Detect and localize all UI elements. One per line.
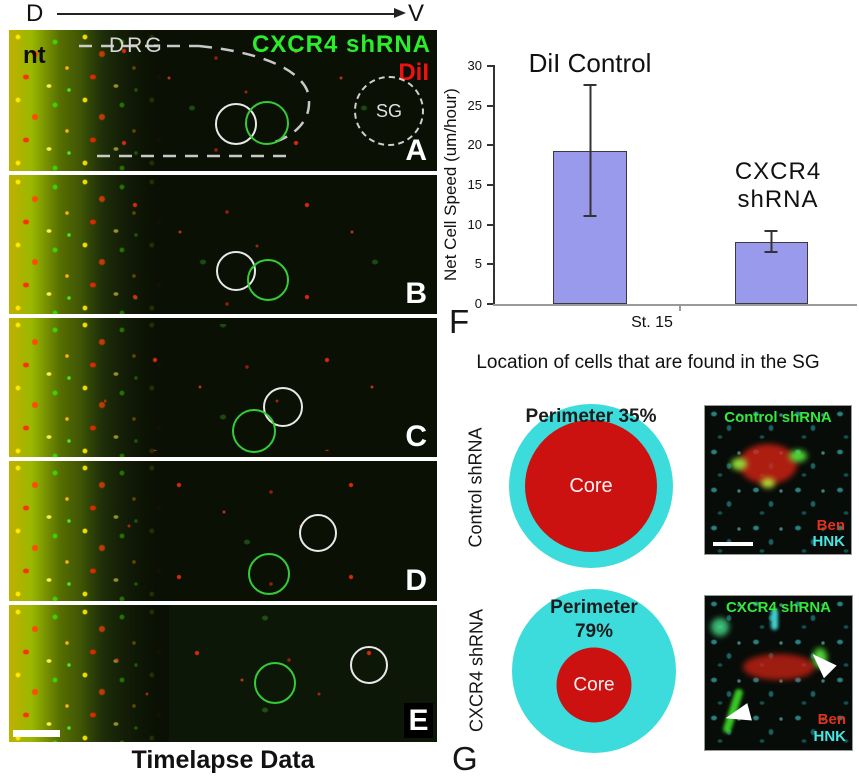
ben-staining-blob [743, 654, 815, 680]
ganglion-diagram-control: Perimeter 35% Core [509, 404, 673, 568]
drg-label: DRG [109, 34, 165, 57]
perimeter-percentage-label: Perimeter 79% [512, 596, 676, 644]
timelapse-panel-c: C [9, 318, 437, 457]
error-bar-cxcr4-shrna [764, 230, 778, 254]
gfp-cell-blob [731, 458, 747, 470]
timelapse-panel-d: D [9, 461, 437, 601]
x-tick-mark [679, 304, 681, 311]
panel-letter: C [405, 420, 427, 453]
sg-label: SG [375, 100, 402, 121]
tracked-cell-circle-green [232, 409, 276, 453]
panel-letter: D [405, 564, 427, 597]
timelapse-caption: Timelapse Data [131, 746, 315, 774]
tracked-cell-circle-green [245, 101, 289, 145]
cxcr4-shrna-channel-label: CXCR4 shRNA [251, 31, 431, 58]
chart-plot-area: 0 5 10 15 20 25 30 DiI Control CXCR4 shRNA St.… [468, 48, 857, 331]
timelapse-panel-e: E [9, 605, 437, 742]
scale-bar [13, 730, 60, 737]
scale-bar [713, 542, 753, 546]
panel-letter: A [405, 134, 427, 167]
x-axis-line [493, 304, 857, 306]
hnk-stain-label: HNK [813, 728, 847, 746]
dv-axis-line [57, 13, 395, 15]
core-label: Core [573, 674, 615, 695]
cell-speckles [104, 467, 382, 595]
location-section-title: Location of cells that are found in the … [476, 352, 820, 373]
panel-letter-g: G [452, 740, 478, 777]
series-label-cxcr4-shrna: CXCR4 shRNA [734, 158, 822, 213]
ventral-label: V [408, 0, 425, 27]
drg-dashed-outline [79, 44, 311, 158]
core-circle: Core [556, 647, 632, 723]
tracked-cell-circle-green [254, 662, 296, 704]
hnk-stain-label: HNK [812, 533, 846, 551]
dv-arrowhead-icon [394, 8, 406, 18]
ganglion-diagram-cxcr4: Perimeter 79% Core [512, 589, 676, 753]
cxcr4-shrna-micrograph: CXCR4 shRNA Ben HNK [704, 595, 853, 751]
error-bar-dii-control [583, 84, 597, 217]
tracked-cell-circle-green [248, 553, 290, 595]
series-label-dii-control: DiI Control [528, 48, 652, 78]
tracked-cell-circle-white [350, 646, 388, 684]
ben-staining-blob [739, 444, 797, 484]
panel-letter-f: F [449, 303, 470, 340]
panel-letter: B [405, 277, 427, 310]
tracked-cell-circle-green [247, 259, 289, 301]
timelapse-panel-a: nt DRG CXCR4 shRNA DiI SG A [9, 30, 437, 171]
perimeter-percentage-label: Perimeter 35% [509, 405, 673, 429]
hnk-streak [771, 608, 778, 630]
neural-tube-label: nt [23, 42, 46, 69]
micrograph-title: Control shRNA [724, 409, 832, 426]
gfp-cell-blob [789, 450, 807, 462]
cell-speckles [104, 611, 382, 736]
micrograph-title: CXCR4 shRNA [725, 599, 831, 616]
y-axis-title: Net Cell Speed (um/hour) [441, 88, 460, 282]
core-circle: Core [525, 420, 657, 552]
core-label: Core [569, 474, 613, 497]
timelapse-panel-b: B [9, 175, 437, 314]
ben-stain-label: Ben [817, 711, 846, 729]
sympathetic-ganglion-outline: SG [354, 76, 424, 146]
perimeter-line1: Perimeter 35% [525, 406, 657, 427]
neural-tube-fluorescence-band [9, 318, 169, 457]
tracked-cell-circle-white [263, 387, 303, 427]
perimeter-line2: 79% [574, 620, 614, 642]
row-label-control-shrna: Control shRNA [465, 427, 486, 548]
dorsal-label: D [26, 0, 44, 27]
panel-letter-chip: E [404, 703, 433, 738]
row-label-cxcr4-shrna: CXCR4 shRNA [466, 608, 487, 733]
x-tick-label: St. 15 [631, 314, 673, 331]
panel-letter: E [408, 703, 429, 737]
y-axis-ticks: 0 5 10 15 20 25 30 [468, 58, 857, 311]
gfp-cell-blob [761, 478, 775, 488]
gfp-cell-blob [711, 618, 729, 636]
control-shrna-micrograph: Control shRNA Ben HNK [704, 405, 852, 555]
gfp-cell-blob [813, 648, 827, 668]
ben-stain-label: Ben [816, 517, 845, 535]
y-axis-line [493, 66, 495, 306]
perimeter-line1: Perimeter [550, 597, 638, 618]
tracked-cell-circle-white [299, 514, 337, 552]
